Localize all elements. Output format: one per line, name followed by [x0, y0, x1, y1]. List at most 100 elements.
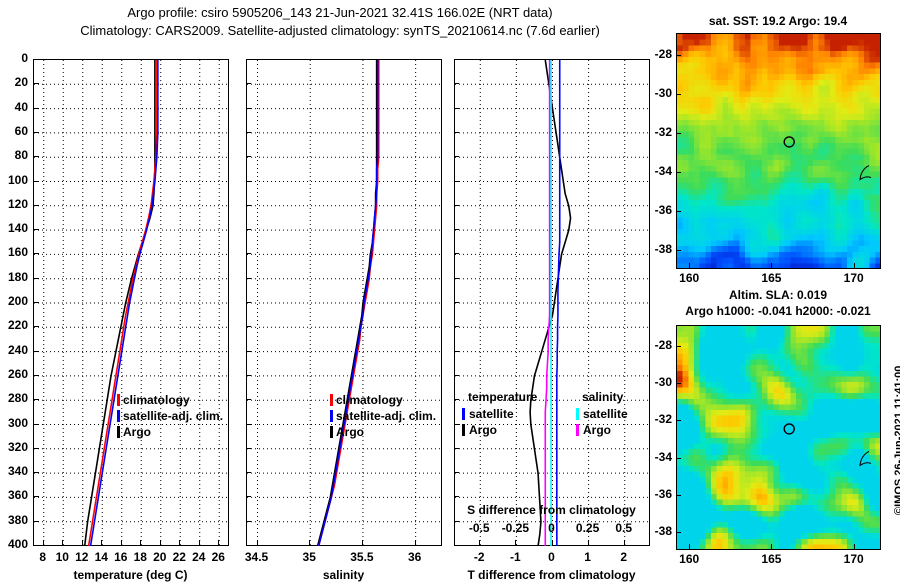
xtick-salinity-0 — [256, 540, 258, 546]
ytick-p2-7 — [454, 229, 459, 231]
ytick-p2-0 — [454, 59, 459, 60]
ytick-p1-0 — [246, 59, 251, 60]
map-frame-sst-map — [676, 33, 881, 269]
ytick-8 — [33, 253, 39, 255]
map-yticklabel-0-3: -34 — [654, 164, 672, 179]
ytick-p1-16 — [246, 447, 251, 449]
ytick-9 — [33, 277, 39, 279]
yticklabel-17: 340 — [7, 464, 28, 479]
yticklabel-19: 380 — [7, 512, 28, 527]
ytick-p2-18 — [454, 496, 459, 498]
xtick-temperature-2 — [81, 540, 83, 546]
ytick-p1-10 — [246, 302, 251, 303]
map-yticklabel-1-2: -32 — [654, 412, 672, 427]
xtick-difference-2 — [551, 540, 553, 546]
legend-label-salinity-2: Argo — [336, 425, 364, 439]
xtick-temperature-0 — [42, 540, 44, 546]
map-xtick-0-0 — [689, 263, 691, 269]
ytick-20 — [33, 545, 39, 546]
ytick-p1-11 — [246, 326, 251, 328]
xticklabel-temperature-6: 20 — [153, 550, 167, 564]
map-xticklabel-1-0: 160 — [679, 552, 700, 566]
plot-frame-difference — [454, 59, 650, 546]
plot-canvas-temperature — [34, 60, 229, 546]
ytick-p2-8 — [454, 253, 459, 255]
legend-swatch-temperature-1 — [117, 410, 120, 422]
xaxis-label-salinity: salinity — [322, 568, 365, 582]
map-yticklabel-1-3: -34 — [654, 449, 672, 464]
legend-swatch-salinity-2 — [330, 426, 333, 438]
xtick-temperature-9 — [218, 540, 220, 546]
yticklabel-13: 260 — [7, 366, 28, 381]
map-yticklabel-1-1: -30 — [654, 374, 672, 389]
ytick-10 — [33, 302, 39, 303]
map-canvas-sst-map — [677, 34, 880, 268]
legend-label-diff-1-1: Argo — [583, 423, 611, 437]
map-yticklabel-0-1: -30 — [654, 85, 672, 100]
legend-label-temperature-2: Argo — [123, 425, 151, 439]
ytick-p2-5 — [454, 180, 459, 182]
ytick-p1-3 — [246, 131, 251, 133]
xticklabel-top-difference-2: 0 — [548, 521, 555, 535]
yticklabel-14: 280 — [7, 391, 28, 406]
ytick-p1-15 — [246, 423, 251, 425]
ytick-p1-14 — [246, 399, 251, 401]
legend-swatch-diff-1-1 — [576, 424, 579, 436]
ytick-p1-2 — [246, 107, 251, 109]
map-xticklabel-0-1: 165 — [761, 271, 782, 285]
plot-frame-salinity — [246, 59, 442, 546]
map-yticklabel-0-4: -36 — [654, 203, 672, 218]
xtick-temperature-1 — [62, 540, 64, 546]
ytick-p1-13 — [246, 374, 251, 376]
xtick-temperature-4 — [120, 540, 122, 546]
map-yticklabel-0-0: -28 — [654, 46, 672, 61]
ytick-p2-20 — [454, 545, 459, 546]
ytick-p1-5 — [246, 180, 251, 182]
ytick-p1-8 — [246, 253, 251, 255]
map-xtick-1-2 — [853, 544, 855, 550]
map-ytick-0-5 — [676, 250, 681, 252]
legend-label-temperature-0: climatology — [123, 393, 190, 407]
map-yticklabel-1-5: -38 — [654, 524, 672, 539]
xticklabel-temperature-1: 10 — [55, 550, 69, 564]
ytick-p1-9 — [246, 277, 251, 279]
map-canvas-sla-map — [677, 326, 880, 549]
ytick-p2-2 — [454, 107, 459, 109]
xtick-temperature-3 — [101, 540, 103, 546]
yticklabel-5: 100 — [7, 172, 28, 187]
map-xticklabel-1-2: 170 — [843, 552, 864, 566]
xtick-salinity-2 — [361, 540, 363, 546]
map-yticklabel-0-2: -32 — [654, 124, 672, 139]
ytick-p1-12 — [246, 350, 251, 352]
ytick-p1-1 — [246, 83, 251, 85]
legend-label-diff-1-0: satellite — [583, 407, 628, 421]
map-xtick-0-1 — [771, 263, 773, 269]
xticklabel-temperature-2: 12 — [75, 550, 89, 564]
map-ytick-1-0 — [676, 345, 681, 347]
xtick-difference-1 — [515, 540, 517, 546]
map-xticklabel-1-1: 165 — [761, 552, 782, 566]
legend-group-title-0: temperature — [468, 390, 538, 404]
legend-group-title-1: salinity — [582, 390, 624, 404]
xticklabel-temperature-8: 24 — [192, 550, 206, 564]
ytick-p1-6 — [246, 204, 251, 206]
xticklabel-temperature-7: 22 — [172, 550, 186, 564]
xticklabel-top-difference-1: -0.25 — [501, 521, 530, 535]
map-ytick-1-5 — [676, 532, 681, 534]
xaxis-label-top-difference: S difference from climatology — [467, 503, 636, 517]
yticklabel-12: 240 — [7, 342, 28, 357]
map-xtick-1-0 — [689, 544, 691, 550]
xticklabel-salinity-3: 36 — [407, 550, 422, 564]
map-ytick-1-1 — [676, 382, 681, 384]
yticklabel-18: 360 — [7, 488, 28, 503]
yticklabel-4: 80 — [14, 148, 28, 163]
title-line-2: Climatology: CARS2009. Satellite-adjuste… — [80, 23, 600, 38]
ytick-3 — [33, 131, 39, 133]
xticklabel-difference-0: -2 — [473, 550, 485, 564]
ytick-p1-20 — [246, 545, 251, 546]
legend-label-salinity-0: climatology — [336, 393, 403, 407]
ytick-p2-14 — [454, 399, 459, 401]
ytick-4 — [33, 156, 39, 158]
ytick-p1-4 — [246, 156, 251, 158]
yticklabel-8: 160 — [7, 245, 28, 260]
